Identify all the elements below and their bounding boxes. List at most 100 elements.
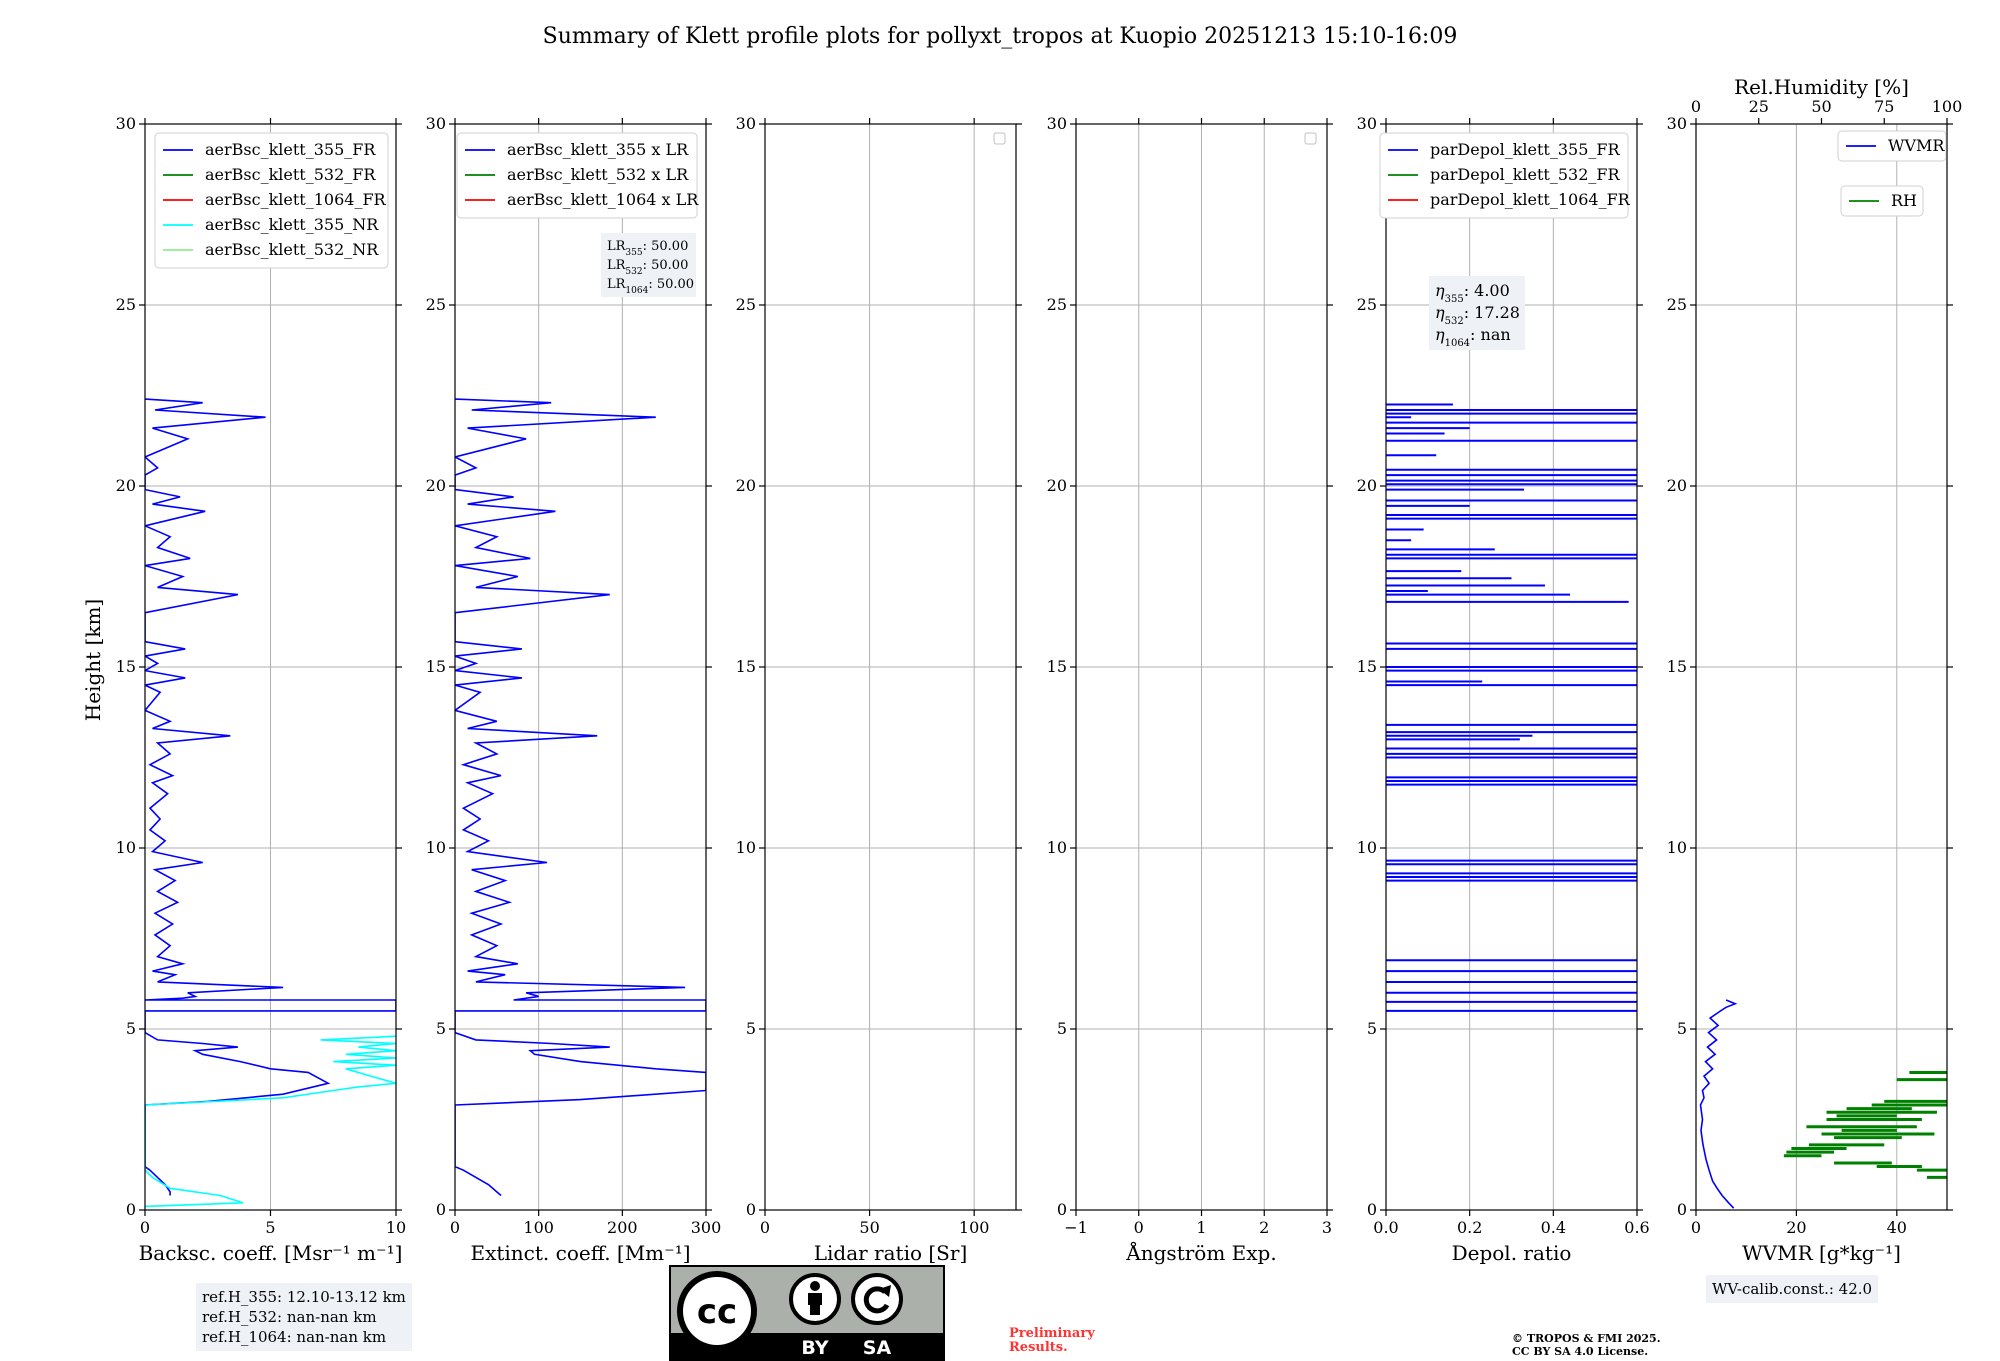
series-line-aerBsc_klett_355_NR — [145, 1035, 396, 1208]
legend-entry: RH — [1891, 191, 1917, 210]
legend-entry: aerBsc_klett_532_FR — [205, 165, 376, 184]
panel-dep: 0 5 10 15 20 25 30 0.0 0.2 0.4 0.6 Depol. ratio parD… — [1357, 114, 1650, 1265]
lr-info-line: LR532: 50.00 — [607, 258, 688, 277]
data-layer — [1386, 403, 1637, 1012]
data-layer — [455, 398, 706, 1197]
y-tick-label: 15 — [426, 657, 446, 676]
legend-box — [1379, 132, 1629, 219]
top-x-tick-label: 100 — [1932, 97, 1963, 116]
wv-calib-const: WV-calib.const.: 42.0 — [1712, 1280, 1873, 1298]
y-tick-label: 25 — [426, 295, 446, 314]
data-layer — [145, 398, 396, 1208]
series-line-aerBsc_klett_355_FR — [145, 398, 396, 1196]
x-tick-label: 20 — [1786, 1218, 1806, 1237]
copyright-line-2: CC BY SA 4.0 License. — [1512, 1345, 1649, 1358]
x-tick-label: 0.4 — [1541, 1218, 1566, 1237]
y-tick-label: 25 — [1047, 295, 1067, 314]
x-axis-label: Ångström Exp. — [1125, 1240, 1276, 1265]
preliminary-line-1: Preliminary — [1009, 1326, 1095, 1341]
y-tick-label: 5 — [126, 1019, 136, 1038]
empty-legend-box — [1304, 132, 1317, 145]
y-tick-label: 30 — [116, 114, 136, 133]
y-tick-label: 5 — [436, 1019, 446, 1038]
y-tick-label: 5 — [746, 1019, 756, 1038]
sa-share-icon — [851, 1273, 903, 1325]
cc-logo-text: cc — [697, 1292, 737, 1332]
y-tick-label: 30 — [1047, 114, 1067, 133]
cc-by-label: BY — [801, 1337, 828, 1359]
eta-info-line: η355: 4.00 — [1435, 281, 1510, 305]
legend-entry: parDepol_klett_532_FR — [1430, 165, 1621, 184]
x-tick-label: 40 — [1887, 1218, 1907, 1237]
y-tick-label: 15 — [1667, 657, 1687, 676]
y-tick-label: 25 — [1667, 295, 1687, 314]
x-tick-label: 300 — [691, 1218, 722, 1237]
figure-title: Summary of Klett profile plots for polly… — [543, 24, 1458, 49]
y-axis-label: Height [km] — [81, 599, 105, 721]
lr-info-line: LR1064: 50.00 — [607, 277, 694, 296]
panel-lr: 0 5 10 15 20 25 30 0 50 100 Lidar ratio [Sr] — [736, 114, 1022, 1265]
x-tick-label: 0 — [1691, 1218, 1701, 1237]
legend-box — [1840, 185, 1924, 217]
x-axis-label: WVMR [g*kg⁻¹] — [1742, 1241, 1901, 1265]
x-axis-label: Depol. ratio — [1452, 1241, 1572, 1265]
top-x-tick-label: 25 — [1749, 97, 1769, 116]
series-line-WVMR — [1699, 999, 1738, 1209]
x-tick-label: −1 — [1064, 1218, 1088, 1237]
legend-entry: parDepol_klett_355_FR — [1430, 140, 1621, 159]
y-tick-label: 5 — [1057, 1019, 1067, 1038]
x-tick-label: 3 — [1322, 1218, 1332, 1237]
preliminary-line-2: Results. — [1009, 1340, 1068, 1355]
y-tick-label: 30 — [426, 114, 446, 133]
ref-height-1064: ref.H_1064: nan-nan km — [202, 1328, 387, 1346]
y-tick-label: 0 — [1367, 1200, 1377, 1219]
y-tick-label: 10 — [1047, 838, 1067, 857]
x-tick-label: 50 — [859, 1218, 879, 1237]
y-tick-label: 10 — [116, 838, 136, 857]
top-x-tick-label: 0 — [1691, 97, 1701, 116]
top-x-tick-label: 50 — [1811, 97, 1831, 116]
x-tick-label: 200 — [607, 1218, 638, 1237]
x-tick-label: 1 — [1196, 1218, 1206, 1237]
y-tick-label: 20 — [1667, 476, 1687, 495]
eta-info-box — [1429, 276, 1525, 350]
y-tick-label: 0 — [746, 1200, 756, 1219]
legend-entry: aerBsc_klett_532 x LR — [507, 165, 689, 184]
copyright-note: © TROPOS & FMI 2025. CC BY SA 4.0 Licens… — [1512, 1332, 1661, 1358]
eta-info-line: η532: 17.28 — [1435, 303, 1520, 327]
x-tick-label: 0 — [1134, 1218, 1144, 1237]
y-tick-label: 20 — [116, 476, 136, 495]
x-axis-label: Extinct. coeff. [Mm⁻¹] — [470, 1241, 690, 1265]
copyright-line-1: © TROPOS & FMI 2025. — [1512, 1332, 1661, 1345]
legend-entry: aerBsc_klett_532_NR — [205, 240, 379, 259]
lr-info-line: LR355: 50.00 — [607, 239, 688, 258]
y-tick-label: 30 — [1357, 114, 1377, 133]
legend-entry: aerBsc_klett_355_NR — [205, 215, 379, 234]
y-tick-label: 0 — [1057, 1200, 1067, 1219]
legend-entry: aerBsc_klett_355 x LR — [507, 140, 689, 159]
legend-entry: aerBsc_klett_1064 x LR — [507, 190, 699, 209]
y-tick-label: 15 — [116, 657, 136, 676]
x-axis-label: Lidar ratio [Sr] — [814, 1241, 968, 1265]
legend-entry: aerBsc_klett_355_FR — [205, 140, 376, 159]
y-tick-label: 25 — [736, 295, 756, 314]
y-tick-label: 10 — [1357, 838, 1377, 857]
top-x-tick-label: 75 — [1874, 97, 1894, 116]
ref-height-532: ref.H_532: nan-nan km — [202, 1308, 377, 1326]
panel-bsc: 0 5 10 15 20 25 30 0 5 10 Backsc. coeff. [Msr⁻¹ m⁻… — [116, 114, 407, 1265]
wv-calib-box: WV-calib.const.: 42.0 — [1706, 1275, 1879, 1303]
preliminary-note: Preliminary Results. — [1009, 1327, 1095, 1355]
y-tick-label: 30 — [1667, 114, 1687, 133]
x-tick-label: 0 — [760, 1218, 770, 1237]
y-tick-label: 20 — [1047, 476, 1067, 495]
y-tick-label: 10 — [736, 838, 756, 857]
y-tick-label: 5 — [1367, 1019, 1377, 1038]
x-tick-label: 10 — [386, 1218, 406, 1237]
y-tick-label: 0 — [436, 1200, 446, 1219]
top-x-axis-label: Rel.Humidity [%] — [1734, 75, 1909, 99]
legend-box — [154, 132, 389, 269]
legend-entry: aerBsc_klett_1064_FR — [205, 190, 387, 209]
